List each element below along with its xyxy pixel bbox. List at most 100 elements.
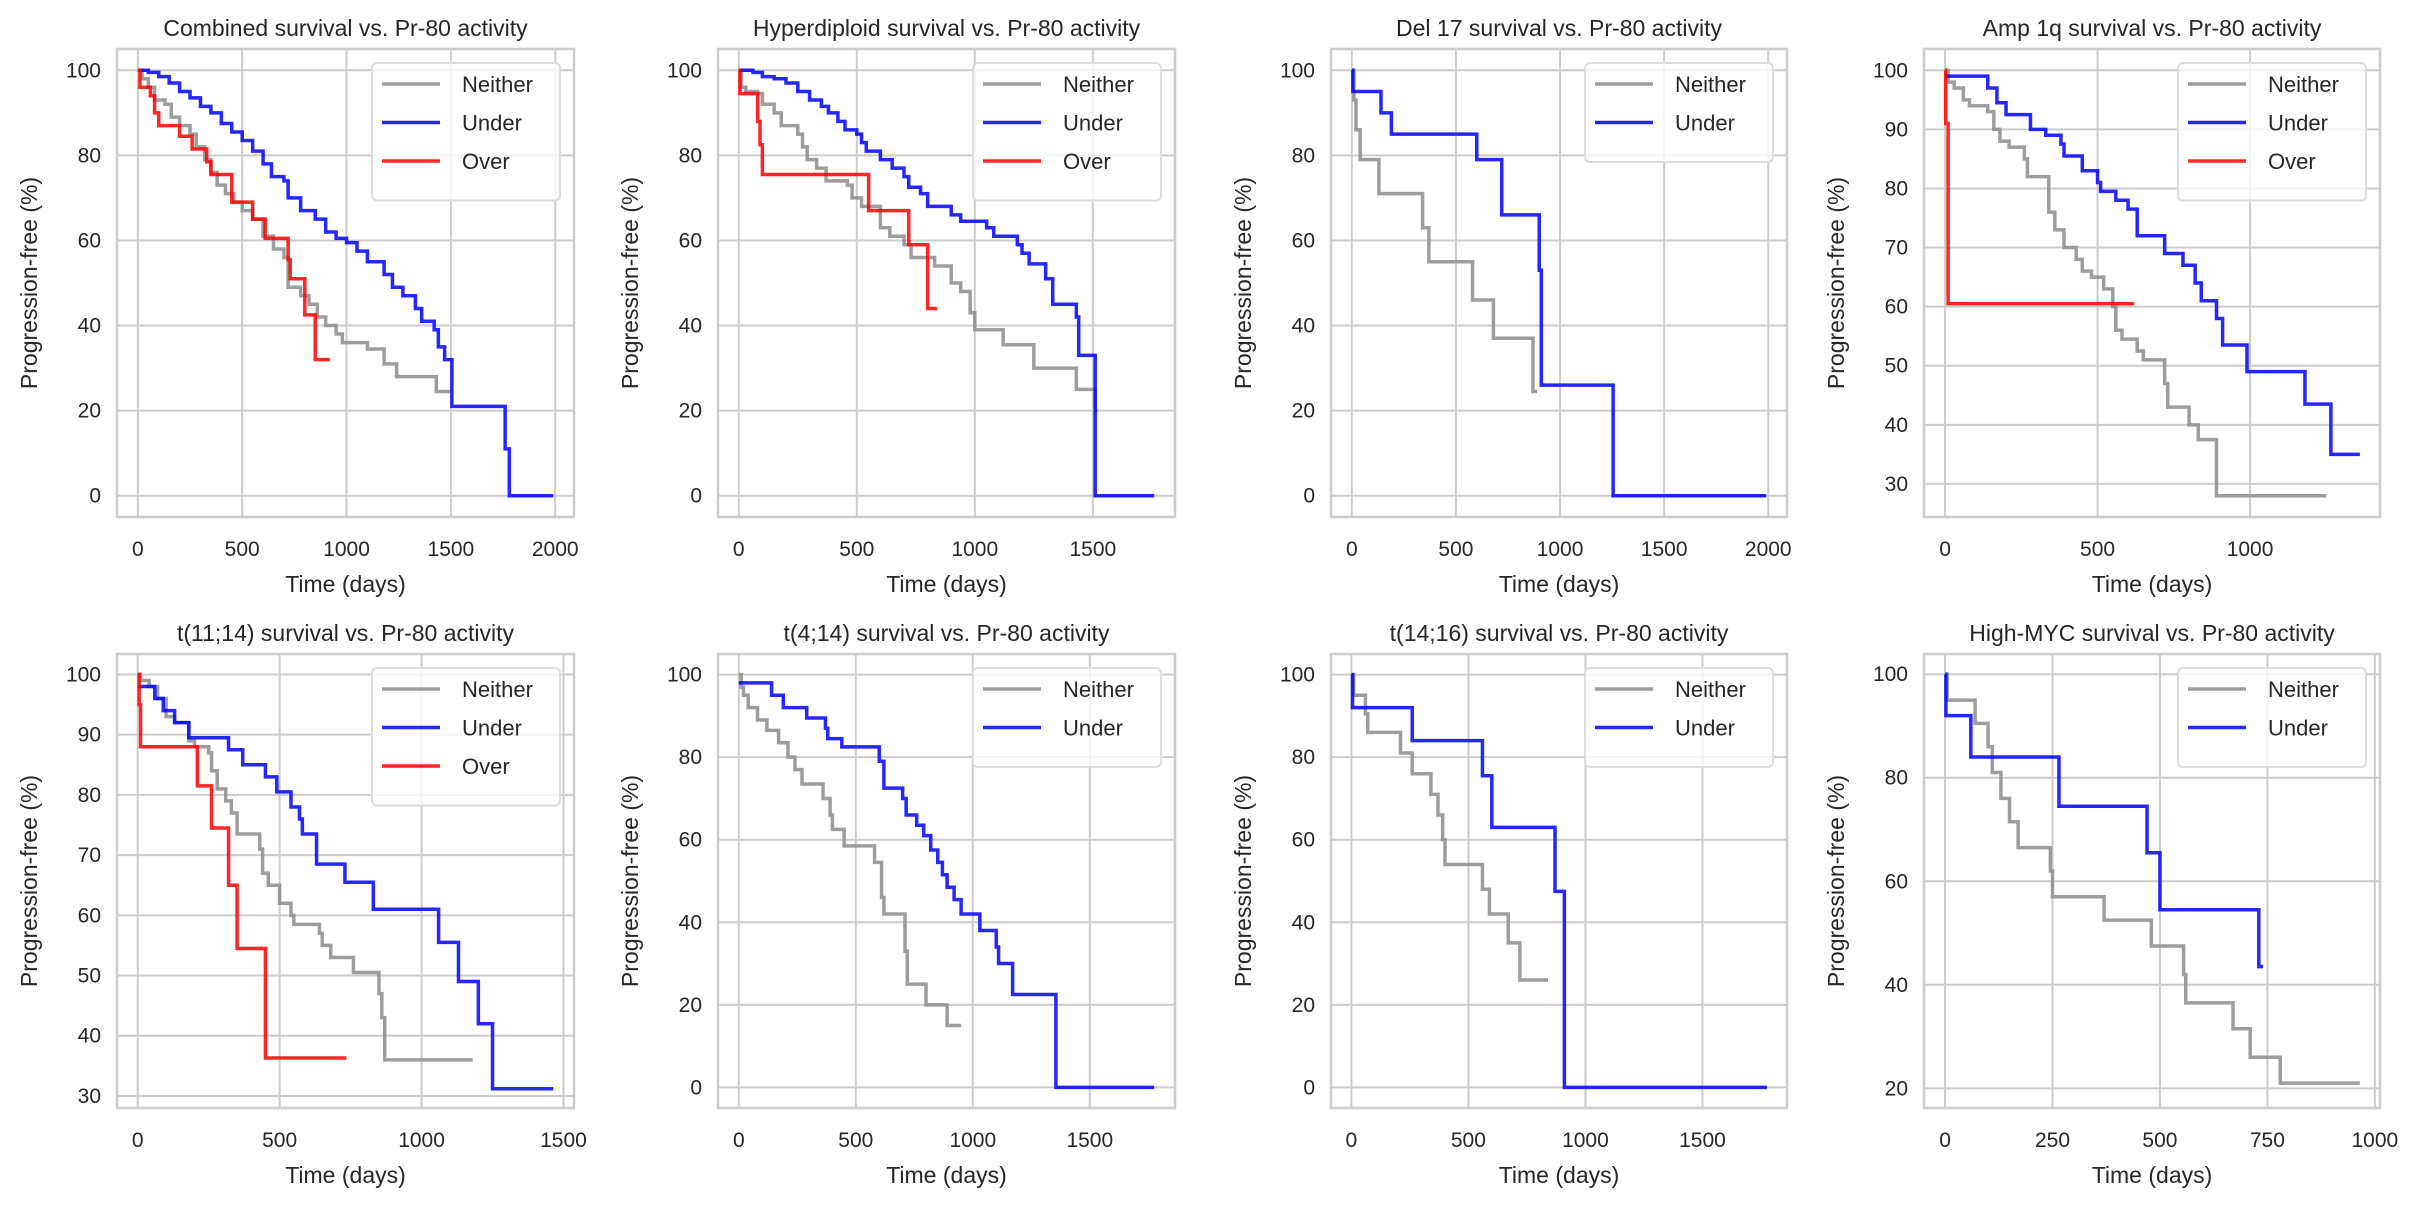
y-tick-label: 40 bbox=[1292, 911, 1315, 934]
y-tick-label: 30 bbox=[1885, 473, 1908, 496]
km-curve-neither bbox=[1945, 672, 2360, 1085]
legend-label: Under bbox=[1675, 716, 1735, 741]
x-tick-label: 1000 bbox=[1537, 538, 1584, 561]
y-axis-label: Progression-free (%) bbox=[1230, 177, 1256, 389]
y-tick-label: 100 bbox=[66, 59, 101, 82]
subplot-7: 0 500 1000 1500 0 20 40 60 80 100 Neither Under t(14… bbox=[1230, 620, 1789, 1188]
x-tick-label: 2000 bbox=[1745, 538, 1792, 561]
legend-box bbox=[371, 667, 561, 807]
legend-box bbox=[1584, 62, 1774, 163]
subplot-4: 0 500 1000 30 40 50 60 70 80 90 100 Neither Under Ove… bbox=[1823, 15, 2382, 597]
legend-label: Under bbox=[462, 716, 522, 741]
y-tick-label: 100 bbox=[667, 59, 702, 82]
km-curve-over bbox=[1943, 68, 2135, 306]
x-tick-label: 0 bbox=[1939, 1129, 1951, 1152]
subplot-1: 0 500 1000 1500 2000 0 20 40 60 80 100 Neither Under… bbox=[16, 15, 579, 597]
legend-label: Over bbox=[462, 149, 510, 174]
y-axis-label: Progression-free (%) bbox=[617, 775, 643, 987]
legend: Neither Under bbox=[2177, 667, 2367, 768]
x-axis-label: Time (days) bbox=[2092, 571, 2213, 597]
y-tick-label: 60 bbox=[1292, 229, 1315, 252]
y-tick-label: 20 bbox=[1292, 400, 1315, 423]
legend-label: Neither bbox=[1675, 677, 1746, 702]
km-curve-under bbox=[1351, 68, 1767, 498]
legend-box bbox=[972, 62, 1162, 202]
subplot-2: 0 500 1000 1500 0 20 40 60 80 100 Neither Under Over… bbox=[617, 15, 1177, 597]
km-curve-neither bbox=[1351, 68, 1538, 394]
km-curve-over bbox=[137, 672, 347, 1060]
legend: Neither Under Over bbox=[371, 62, 561, 202]
legend-label: Under bbox=[1063, 716, 1123, 741]
legend-box bbox=[371, 62, 561, 202]
legend-label: Neither bbox=[1063, 72, 1134, 97]
y-tick-label: 100 bbox=[1280, 59, 1315, 82]
y-tick-label: 80 bbox=[679, 746, 702, 769]
y-tick-label: 40 bbox=[78, 315, 101, 338]
y-tick-label: 40 bbox=[78, 1025, 101, 1048]
axes-frame bbox=[1329, 47, 1789, 519]
x-axis-label: Time (days) bbox=[2092, 1162, 2213, 1188]
legend-label: Neither bbox=[462, 677, 533, 702]
y-tick-label: 100 bbox=[667, 664, 702, 687]
legend-label: Neither bbox=[1063, 677, 1134, 702]
legend-box bbox=[972, 667, 1162, 768]
y-tick-label: 80 bbox=[1885, 767, 1908, 790]
subplot-title: t(11;14) survival vs. Pr-80 activity bbox=[177, 620, 515, 646]
y-axis-label: Progression-free (%) bbox=[16, 775, 42, 987]
km-curve-neither bbox=[738, 672, 962, 1028]
legend-box bbox=[2177, 62, 2367, 202]
y-tick-label: 90 bbox=[78, 724, 101, 747]
y-axis-label: Progression-free (%) bbox=[1823, 775, 1849, 987]
x-tick-label: 1500 bbox=[1069, 538, 1116, 561]
x-tick-label: 1500 bbox=[428, 538, 475, 561]
legend-label: Under bbox=[1675, 111, 1735, 136]
x-tick-label: 0 bbox=[1346, 1129, 1358, 1152]
subplot-title: t(4;14) survival vs. Pr-80 activity bbox=[784, 620, 1110, 646]
y-tick-label: 100 bbox=[1280, 664, 1315, 687]
y-tick-label: 50 bbox=[78, 965, 101, 988]
x-axis-label: Time (days) bbox=[886, 1162, 1007, 1188]
x-tick-label: 500 bbox=[1451, 1129, 1486, 1152]
x-tick-label: 2000 bbox=[532, 538, 579, 561]
y-tick-label: 70 bbox=[1885, 237, 1908, 260]
x-tick-label: 1000 bbox=[323, 538, 370, 561]
x-tick-label: 500 bbox=[262, 1129, 297, 1152]
y-tick-label: 60 bbox=[679, 229, 702, 252]
x-tick-label: 500 bbox=[225, 538, 260, 561]
y-tick-label: 70 bbox=[78, 844, 101, 867]
km-curve-under bbox=[137, 684, 554, 1091]
subplot-title: Amp 1q survival vs. Pr-80 activity bbox=[1983, 15, 2322, 41]
legend-label: Under bbox=[2268, 111, 2328, 136]
legend-label: Over bbox=[2268, 149, 2316, 174]
x-axis-label: Time (days) bbox=[886, 571, 1007, 597]
km-curve-under bbox=[738, 681, 1155, 1090]
x-tick-label: 500 bbox=[839, 538, 874, 561]
x-tick-label: 0 bbox=[1939, 538, 1951, 561]
y-tick-label: 20 bbox=[1885, 1077, 1908, 1100]
subplot-3: 0 500 1000 1500 2000 0 20 40 60 80 100 Neither Under… bbox=[1230, 15, 1792, 597]
y-tick-label: 60 bbox=[1885, 296, 1908, 319]
y-tick-label: 0 bbox=[89, 485, 101, 508]
legend-label: Neither bbox=[2268, 677, 2339, 702]
km-curve-under bbox=[1350, 672, 1767, 1090]
y-tick-label: 30 bbox=[78, 1085, 101, 1108]
subplot-title: t(14;16) survival vs. Pr-80 activity bbox=[1390, 620, 1729, 646]
y-tick-label: 80 bbox=[1292, 144, 1315, 167]
y-axis-label: Progression-free (%) bbox=[1823, 177, 1849, 389]
y-tick-label: 0 bbox=[1303, 485, 1315, 508]
km-curve-under bbox=[137, 68, 554, 498]
y-tick-label: 90 bbox=[1885, 118, 1908, 141]
x-axis-label: Time (days) bbox=[285, 571, 406, 597]
km-curve-neither bbox=[1351, 672, 1548, 982]
axes-frame bbox=[1329, 652, 1789, 1110]
x-tick-label: 1000 bbox=[1562, 1129, 1609, 1152]
y-tick-label: 40 bbox=[1885, 414, 1908, 437]
legend-label: Neither bbox=[2268, 72, 2339, 97]
axes-frame bbox=[716, 47, 1177, 519]
x-tick-label: 500 bbox=[2142, 1129, 2177, 1152]
y-tick-label: 0 bbox=[1303, 1076, 1315, 1099]
x-tick-label: 1000 bbox=[398, 1129, 445, 1152]
y-tick-label: 80 bbox=[78, 784, 101, 807]
legend: Neither Under bbox=[972, 667, 1162, 768]
